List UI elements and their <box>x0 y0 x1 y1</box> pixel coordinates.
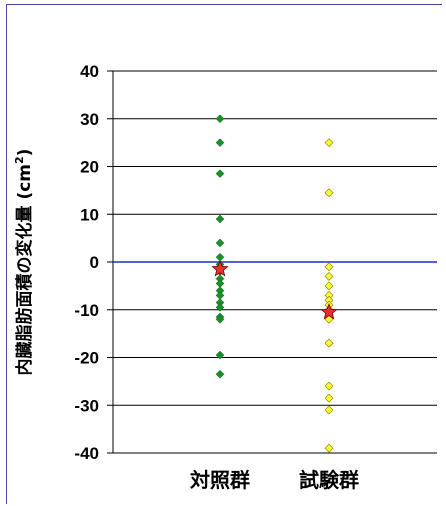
data-point-control <box>215 138 225 147</box>
x-category-label: 対照群 <box>189 468 250 492</box>
data-point-control <box>215 238 225 248</box>
y-tick-label: -30 <box>74 396 99 415</box>
y-tick-label: 0 <box>90 253 99 272</box>
y-tick-label: 30 <box>80 110 99 129</box>
data-point-control <box>215 169 225 179</box>
chart-frame <box>6 4 442 504</box>
data-point-control <box>215 214 225 224</box>
data-point-control <box>215 350 225 360</box>
y-tick-label: 20 <box>80 158 99 177</box>
data-point-control <box>215 279 225 288</box>
data-point-control <box>215 114 225 124</box>
data-point-test <box>324 338 334 348</box>
mean-star <box>211 260 229 277</box>
x-category-label: 試験群 <box>299 468 359 492</box>
y-tick-label: 10 <box>80 205 99 224</box>
y-tick-label: -10 <box>74 301 99 320</box>
data-point-control <box>215 291 225 300</box>
y-axis-label: 内臓脂肪面積の変化量 (cm2) <box>13 149 35 376</box>
data-point-test <box>324 138 334 148</box>
data-point-test <box>324 443 334 453</box>
data-point-test <box>324 262 334 272</box>
data-point-test <box>324 405 334 415</box>
data-point-control <box>215 252 225 262</box>
data-point-control <box>215 369 225 379</box>
mean-star <box>320 303 338 320</box>
y-tick-label: -40 <box>74 444 99 463</box>
y-tick-label: 40 <box>80 62 99 81</box>
data-point-control <box>215 303 225 312</box>
data-point-test <box>324 271 334 281</box>
y-tick-label: -20 <box>74 349 99 368</box>
data-point-test <box>324 381 334 391</box>
data-point-control <box>215 314 225 324</box>
data-point-test <box>324 393 334 403</box>
data-point-test <box>324 188 334 198</box>
data-point-test <box>324 281 334 291</box>
